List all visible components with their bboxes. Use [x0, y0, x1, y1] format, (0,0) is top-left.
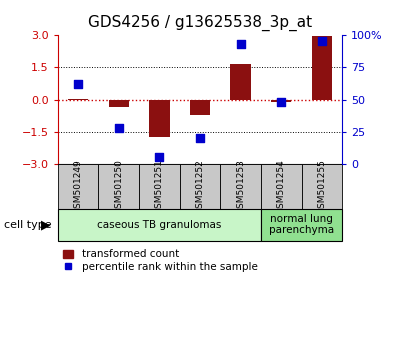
Text: GSM501255: GSM501255: [318, 159, 326, 213]
Bar: [261, 209, 342, 241]
Point: [75, 81, 81, 87]
Text: GSM501251: GSM501251: [155, 159, 164, 213]
Point: [319, 38, 325, 44]
Bar: [139, 164, 179, 209]
Text: cell type: cell type: [4, 220, 52, 230]
Bar: [98, 164, 139, 209]
Text: caseous TB granulomas: caseous TB granulomas: [97, 220, 222, 230]
Bar: [149, 99, 170, 137]
Text: normal lung
parenchyma: normal lung parenchyma: [269, 214, 334, 235]
Text: GSM501249: GSM501249: [74, 159, 82, 213]
Text: GSM501253: GSM501253: [236, 159, 245, 213]
Bar: [271, 99, 291, 102]
Point: [278, 99, 285, 105]
Text: GSM501252: GSM501252: [195, 159, 205, 213]
Bar: [261, 164, 302, 209]
Bar: [302, 164, 342, 209]
Point: [156, 154, 162, 160]
Text: GSM501250: GSM501250: [114, 159, 123, 213]
Bar: [109, 99, 129, 107]
Bar: [58, 209, 261, 241]
Point: [197, 135, 203, 141]
Bar: [190, 99, 210, 115]
Bar: [220, 164, 261, 209]
Bar: [58, 164, 98, 209]
Text: ▶: ▶: [41, 218, 51, 231]
Text: GSM501254: GSM501254: [277, 159, 286, 213]
Bar: [179, 164, 220, 209]
Legend: transformed count, percentile rank within the sample: transformed count, percentile rank withi…: [63, 250, 258, 272]
Point: [238, 41, 244, 47]
Point: [115, 125, 122, 131]
Bar: [312, 36, 332, 99]
Bar: [230, 64, 251, 99]
Title: GDS4256 / g13625538_3p_at: GDS4256 / g13625538_3p_at: [88, 15, 312, 31]
